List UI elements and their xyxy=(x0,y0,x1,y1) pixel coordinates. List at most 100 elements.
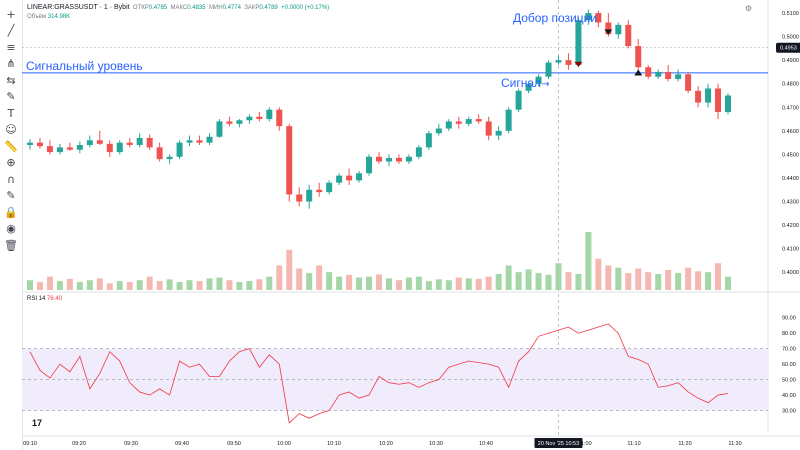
volume-bar xyxy=(56,281,63,290)
signal-level-label[interactable]: Сигнальный уровень xyxy=(26,59,143,73)
rsi-tick-label: 90.00 xyxy=(782,316,796,322)
price-tick-label: 0.4400 xyxy=(782,176,799,182)
zoom-icon[interactable]: ⊕ xyxy=(6,156,16,169)
volume-bar xyxy=(545,274,552,290)
candle-body xyxy=(515,90,522,110)
candle-body xyxy=(655,71,662,77)
volume-bar xyxy=(36,281,43,290)
candle-body xyxy=(166,156,173,160)
trash-icon[interactable]: 🗑 xyxy=(4,238,18,252)
volume-bar xyxy=(575,273,582,290)
time-tick-label: 11:20 xyxy=(678,441,691,447)
candle-body xyxy=(176,142,183,157)
candle-body xyxy=(336,175,343,183)
volume-bar xyxy=(106,283,113,290)
close-value: 0.4789 xyxy=(259,5,278,11)
volume-bar xyxy=(565,272,572,290)
volume-bar xyxy=(66,278,73,290)
candle-body xyxy=(645,67,652,77)
candle-body xyxy=(485,121,492,136)
candle-body xyxy=(425,133,432,148)
emoji-icon[interactable]: ☺ xyxy=(5,123,17,136)
candle-body xyxy=(505,109,512,131)
volume-bar xyxy=(645,272,652,290)
lock-icon[interactable]: 🔒 xyxy=(4,205,18,219)
candle-body xyxy=(326,182,333,193)
volume-bar xyxy=(455,277,462,290)
time-tick-label: 10:40 xyxy=(479,441,493,447)
volume-bar xyxy=(655,273,662,290)
time-tick-label: 09:20 xyxy=(72,441,86,447)
candle-body xyxy=(715,88,722,113)
volume-bar xyxy=(356,277,363,290)
change-value: +0.0000 (+0.17%) xyxy=(281,5,330,11)
close-label: ЗАКР xyxy=(244,5,260,11)
text-icon[interactable]: T xyxy=(7,106,15,120)
add-position-arrow-icon xyxy=(604,29,613,35)
volume-bar xyxy=(286,249,293,290)
price-tick-label: 0.5100 xyxy=(782,11,799,17)
candle-body xyxy=(605,22,612,35)
tradingview-logo-icon: 17 xyxy=(32,418,42,428)
horizontal-lines-icon[interactable]: ≡ xyxy=(6,40,16,54)
volume-bar xyxy=(615,267,622,290)
magnet-icon[interactable]: ∩ xyxy=(6,172,16,186)
candle-body xyxy=(126,142,133,145)
time-tick-label: 11:00 xyxy=(578,441,591,447)
volume-bar xyxy=(306,273,313,290)
volume-bar xyxy=(206,278,213,290)
volume-bar xyxy=(395,280,402,290)
symbol-label[interactable]: LINEAR:GRASSUSDT · 1 · Bybit xyxy=(27,4,130,11)
candle-body xyxy=(146,137,153,148)
lock-drawing-icon[interactable]: ✎ xyxy=(6,189,16,202)
volume-bar xyxy=(475,278,482,290)
fork-icon[interactable]: ⋔ xyxy=(6,57,16,70)
high-value: 0.4835 xyxy=(187,5,206,11)
volume-bar xyxy=(585,232,592,290)
eye-icon[interactable]: ◉ xyxy=(6,222,16,235)
rsi-label: RSI 14 xyxy=(27,296,46,302)
signal-label[interactable]: Сигнал→ xyxy=(501,76,549,90)
time-tick-label: 09:40 xyxy=(175,441,189,447)
current-price-value: 0.4953 xyxy=(780,46,797,52)
volume-bar xyxy=(665,269,672,290)
candle-body xyxy=(475,119,482,122)
candle-body xyxy=(635,46,642,68)
volume-bar xyxy=(186,280,193,290)
volume-bar xyxy=(635,268,642,290)
candle-body xyxy=(545,62,552,77)
brush-icon[interactable]: ✎ xyxy=(6,90,16,103)
ruler-icon[interactable]: 📏 xyxy=(4,139,18,153)
crosshair-icon[interactable]: + xyxy=(6,7,16,21)
candle-body xyxy=(366,156,373,174)
time-tick-label: 10:20 xyxy=(379,441,393,447)
settings-gear-icon[interactable]: ⚙ xyxy=(744,4,752,13)
time-tick-label: 09:10 xyxy=(23,441,37,447)
price-tick-label: 0.4200 xyxy=(782,223,799,229)
measure-icon[interactable]: ⇆ xyxy=(6,73,16,87)
trend-line-icon[interactable]: ╱ xyxy=(7,24,15,37)
drawing-toolbar: + ╱ ≡ ⋔ ⇆ ✎ T ☺ 📏 ⊕ ∩ ✎ 🔒 ◉ 🗑 xyxy=(0,0,23,450)
volume-bar xyxy=(216,277,223,290)
candle-body xyxy=(66,147,73,150)
volume-bar xyxy=(236,281,243,290)
candle-body xyxy=(196,140,203,143)
volume-bar xyxy=(336,276,343,290)
volume-legend: Объём 314.98K xyxy=(27,14,70,20)
volume-bar xyxy=(316,265,323,290)
volume-bar xyxy=(166,279,173,290)
volume-bar xyxy=(46,276,53,290)
add-position-label[interactable]: Добор позиции xyxy=(513,11,598,25)
candle-body xyxy=(36,142,43,147)
candle-body xyxy=(435,128,442,134)
volume-bar xyxy=(495,273,502,290)
candle-body xyxy=(695,90,702,103)
volume-bar xyxy=(246,281,253,290)
rsi-tick-label: 30.00 xyxy=(782,409,796,415)
rsi-tick-label: 80.00 xyxy=(782,331,796,337)
volume-value: 314.98K xyxy=(47,14,71,20)
volume-bar xyxy=(146,276,153,290)
volume-bar xyxy=(605,265,612,290)
candle-body xyxy=(56,147,63,153)
